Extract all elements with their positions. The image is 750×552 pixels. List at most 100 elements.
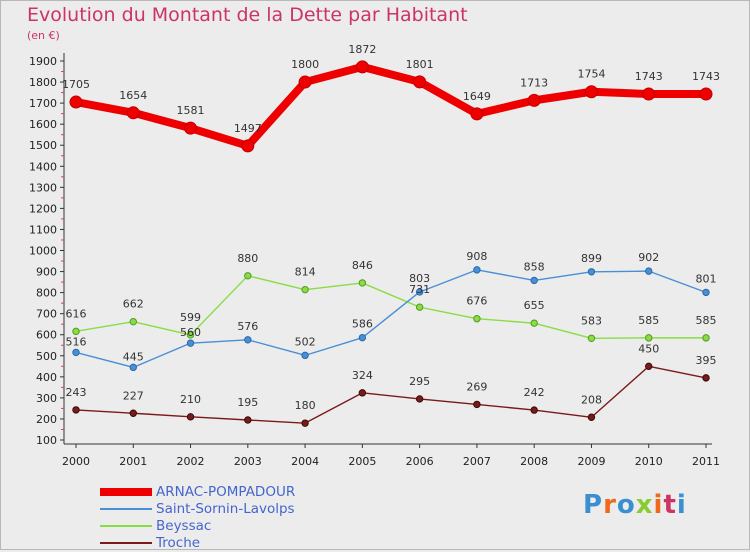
legend-label: Saint-Sornin-Lavolps bbox=[156, 501, 295, 517]
data-label: 583 bbox=[581, 314, 602, 327]
x-tick-label: 2004 bbox=[291, 455, 319, 468]
data-point bbox=[72, 406, 80, 414]
data-point bbox=[358, 389, 367, 397]
data-point bbox=[301, 351, 309, 360]
x-tick-label: 2010 bbox=[635, 455, 663, 468]
data-point bbox=[587, 334, 596, 343]
data-label: 195 bbox=[237, 396, 258, 409]
data-point bbox=[702, 334, 710, 342]
legend-label: Beyssac bbox=[156, 518, 212, 534]
data-label: 295 bbox=[409, 375, 430, 388]
data-point bbox=[530, 319, 538, 327]
data-label: 576 bbox=[237, 320, 258, 333]
data-label: 1654 bbox=[119, 89, 147, 102]
data-point bbox=[186, 331, 195, 339]
data-label: 445 bbox=[123, 350, 144, 363]
x-tick-label: 2009 bbox=[577, 455, 605, 468]
y-tick-label: 400 bbox=[36, 371, 57, 384]
data-point bbox=[473, 315, 481, 323]
data-label: 1743 bbox=[692, 70, 720, 83]
data-label: 801 bbox=[696, 272, 717, 285]
x-tick-label: 2005 bbox=[348, 455, 376, 468]
data-point bbox=[186, 413, 195, 421]
data-label: 1754 bbox=[577, 68, 605, 81]
data-point bbox=[186, 339, 195, 347]
legend-swatch bbox=[100, 525, 152, 527]
data-label: 243 bbox=[66, 386, 87, 399]
data-label: 502 bbox=[295, 335, 316, 348]
data-label: 516 bbox=[66, 335, 87, 348]
y-tick-label: 200 bbox=[36, 413, 57, 426]
y-tick-label: 1600 bbox=[29, 118, 57, 131]
legend-swatch bbox=[100, 488, 152, 496]
x-tick-label: 2007 bbox=[463, 455, 491, 468]
data-label: 814 bbox=[295, 266, 316, 279]
data-label: 1497 bbox=[234, 122, 262, 135]
data-label: 1743 bbox=[635, 70, 663, 83]
data-label: 395 bbox=[696, 354, 717, 367]
y-tick-label: 1800 bbox=[29, 76, 57, 89]
y-tick-label: 100 bbox=[36, 434, 57, 447]
legend-label: Troche bbox=[156, 535, 201, 551]
data-label: 655 bbox=[524, 299, 545, 312]
y-tick-label: 800 bbox=[36, 287, 57, 300]
data-point bbox=[587, 268, 596, 276]
data-point bbox=[244, 336, 252, 344]
data-point bbox=[473, 266, 481, 274]
chart-title: Evolution du Montant de la Dette par Hab… bbox=[27, 4, 468, 26]
data-label: 676 bbox=[466, 295, 487, 308]
x-tick-label: 2003 bbox=[234, 455, 262, 468]
data-point bbox=[301, 419, 309, 427]
data-point bbox=[473, 400, 481, 409]
x-tick-label: 2006 bbox=[406, 455, 434, 468]
x-tick-label: 2002 bbox=[177, 455, 205, 468]
data-label: 803 bbox=[409, 272, 430, 285]
data-label: 585 bbox=[638, 314, 659, 327]
y-tick-label: 1400 bbox=[29, 160, 57, 173]
data-point bbox=[702, 374, 710, 382]
x-tick-label: 2001 bbox=[119, 455, 147, 468]
data-point bbox=[530, 276, 538, 285]
data-point bbox=[645, 362, 653, 371]
data-point bbox=[584, 85, 598, 99]
data-label: 880 bbox=[237, 252, 258, 265]
proxiti-logo: Proxiti bbox=[583, 490, 687, 520]
data-label: 1581 bbox=[177, 104, 205, 117]
data-point bbox=[358, 333, 367, 342]
data-point bbox=[241, 139, 255, 153]
data-label: 586 bbox=[352, 318, 373, 331]
series-line-Saint-Sornin-Lavolps bbox=[75, 269, 707, 369]
data-label: 560 bbox=[180, 326, 201, 339]
data-point bbox=[301, 285, 309, 294]
data-point bbox=[645, 267, 653, 275]
series-line-ARNAC-POMPADOUR bbox=[72, 62, 710, 150]
y-tick-label: 1000 bbox=[29, 245, 57, 258]
series-line-Beyssac bbox=[75, 275, 707, 340]
data-point bbox=[702, 288, 710, 297]
data-point bbox=[530, 406, 538, 414]
x-tick-label: 2008 bbox=[520, 455, 548, 468]
data-point bbox=[587, 413, 596, 421]
data-label: 227 bbox=[123, 389, 144, 402]
data-label: 662 bbox=[123, 298, 144, 311]
data-point bbox=[126, 106, 140, 120]
data-point bbox=[184, 121, 198, 135]
y-tick-label: 1700 bbox=[29, 97, 57, 110]
data-label: 1872 bbox=[348, 43, 376, 56]
data-label: 210 bbox=[180, 393, 201, 406]
series-line-Troche bbox=[75, 365, 707, 424]
data-point bbox=[415, 395, 424, 403]
data-point bbox=[244, 416, 252, 424]
y-tick-label: 1500 bbox=[29, 139, 57, 152]
y-tick-label: 1200 bbox=[29, 202, 57, 215]
data-point bbox=[699, 87, 713, 101]
data-label: 208 bbox=[581, 393, 602, 406]
data-label: 899 bbox=[581, 252, 602, 265]
data-label: 1649 bbox=[463, 90, 491, 103]
data-label: 1800 bbox=[291, 58, 319, 71]
y-tick-label: 1900 bbox=[29, 55, 57, 68]
legend-label: ARNAC-POMPADOUR bbox=[156, 484, 296, 500]
data-label: 616 bbox=[66, 307, 87, 320]
data-point bbox=[129, 409, 137, 417]
